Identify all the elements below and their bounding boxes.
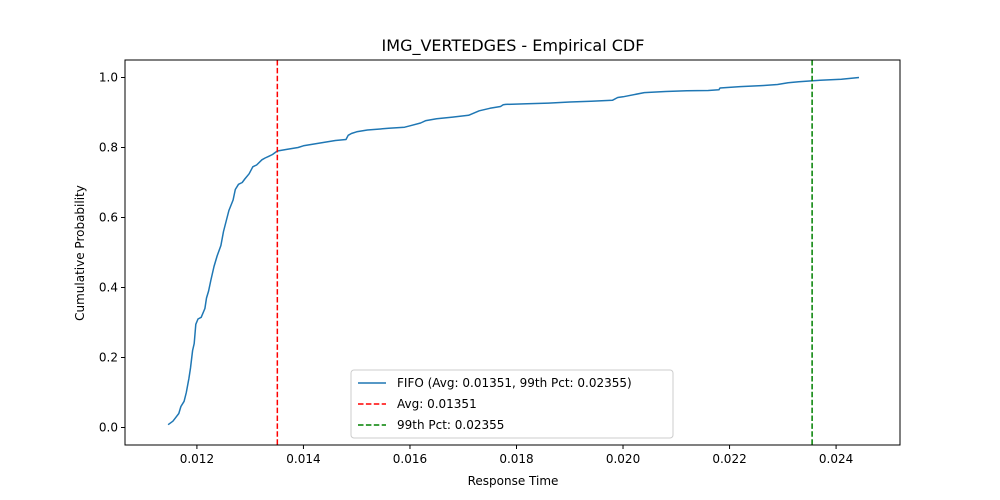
- y-axis-label: Cumulative Probability: [73, 185, 87, 321]
- chart-title: IMG_VERTEDGES - Empirical CDF: [382, 36, 645, 56]
- plot-area: [167, 60, 860, 445]
- y-tick-label: 0.0: [99, 421, 118, 435]
- y-tick-label: 0.6: [99, 211, 118, 225]
- x-axis-label: Response Time: [468, 474, 559, 488]
- y-tick-label: 0.4: [99, 281, 118, 295]
- legend-box: [350, 369, 674, 439]
- x-axis: 0.012 0.014 0.016 0.018 0.020 0.022 0.024: [180, 445, 853, 466]
- x-tick-label: 0.018: [499, 452, 533, 466]
- legend-label: 99th Pct: 0.02355: [397, 418, 504, 432]
- y-tick-label: 0.8: [99, 141, 118, 155]
- x-tick-label: 0.012: [180, 452, 214, 466]
- legend: FIFO (Avg: 0.01351, 99th Pct: 0.02355) Av…: [350, 369, 674, 439]
- x-tick-label: 0.020: [606, 452, 640, 466]
- series-line-0: [167, 76, 860, 426]
- y-tick-label: 1.0: [99, 71, 118, 85]
- y-tick-label: 0.2: [99, 351, 118, 365]
- plot-frame: [124, 59, 901, 446]
- x-tick-label: 0.024: [819, 452, 853, 466]
- x-tick-label: 0.022: [712, 452, 746, 466]
- y-axis: 0.0 0.2 0.4 0.6 0.8 1.0: [99, 71, 125, 435]
- x-tick-label: 0.016: [393, 452, 427, 466]
- legend-label: FIFO (Avg: 0.01351, 99th Pct: 0.02355): [397, 376, 632, 390]
- legend-label: Avg: 0.01351: [397, 397, 477, 411]
- x-tick-label: 0.014: [286, 452, 320, 466]
